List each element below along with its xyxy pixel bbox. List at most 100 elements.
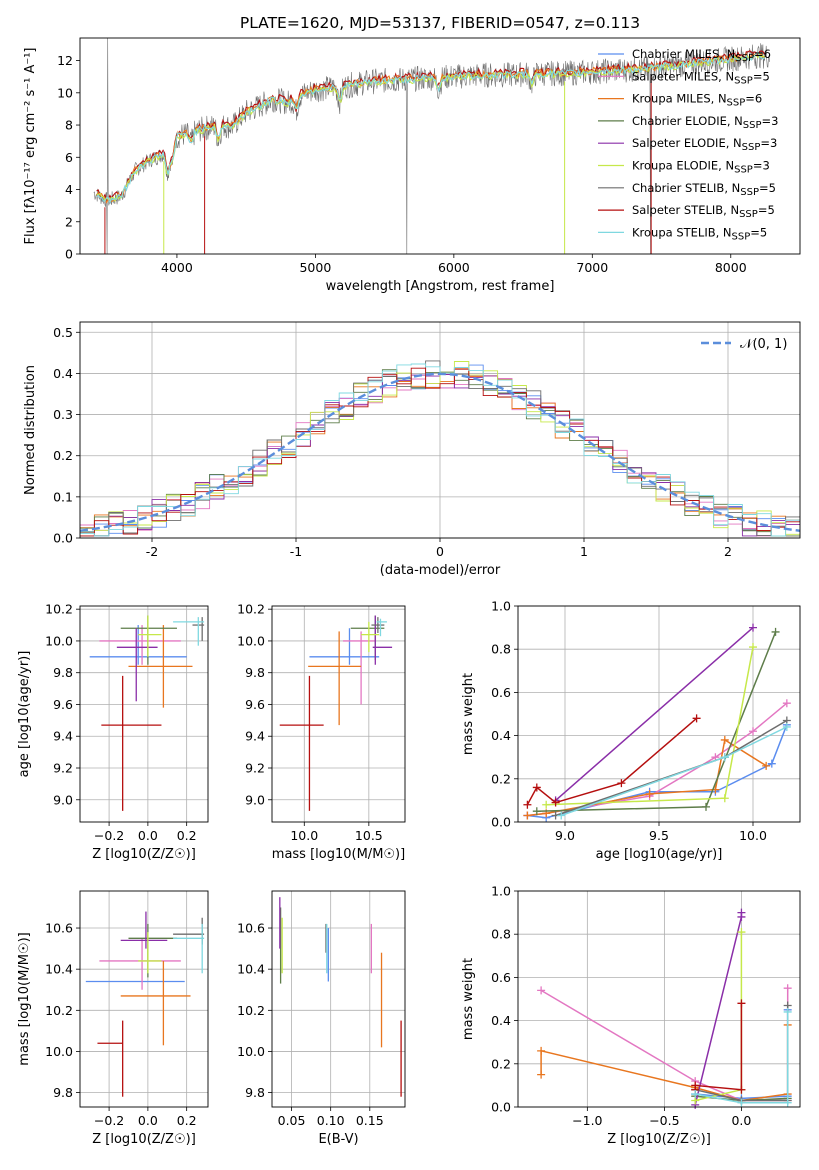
errorbar-chabrier_stelib: [371, 617, 385, 633]
weight-series-salpeter_elodie: [691, 908, 746, 1109]
x-tick-label: -1: [290, 544, 302, 559]
errorbar-kroupa_miles: [128, 625, 193, 708]
errorbar-salpeter_elodie: [120, 911, 168, 949]
legend-label: Kroupa ELODIE, NSSP=3: [632, 159, 770, 176]
mass_vs_Z-xlabel: Z [log10(Z/Z☉)]: [92, 1132, 196, 1147]
mass_vs_Z-frame: [79, 890, 209, 1108]
normal-curve: [79, 372, 801, 532]
y-tick-label: 9.8: [245, 665, 265, 680]
weight-series-kroupa_stelib: [691, 1007, 792, 1107]
weight-marker: [523, 811, 532, 820]
x-tick-label: 7000: [576, 260, 608, 275]
weight-series-salpeter_stelib: [691, 999, 746, 1094]
label-part: Kroupa STELIB, N: [632, 225, 732, 239]
mass_vs_ebv-frame: [271, 890, 406, 1108]
label-part: =5: [750, 225, 767, 239]
age_vs_Z-xlabel: Z [log10(Z/Z☉)]: [92, 847, 196, 862]
y-tick-label: 0.0: [491, 1100, 511, 1115]
spectrum-data-line: [93, 37, 770, 255]
errorbar-kroupa_stelib: [376, 618, 387, 637]
weight-marker: [749, 623, 757, 632]
x-tick-label: 10.0: [290, 828, 318, 843]
x-tick-label: 0.0: [138, 1113, 158, 1128]
y-tick-label: 10.6: [45, 921, 73, 936]
y-tick-label: 10.2: [237, 602, 265, 617]
y-tick-label: 10.4: [237, 962, 265, 977]
errorbar-salpeter_stelib: [101, 675, 162, 811]
spectrum-model-kroupa_stelib: [96, 51, 765, 205]
age_vs_Z-axes: −0.2 0.0 0.2 9.0 9.2 9.4 9.6 9.8 10.0 10.2: [45, 602, 208, 843]
residuals-xlabel: (data-model)/error: [380, 563, 501, 578]
weight-line: [555, 719, 788, 817]
x-tick-label: 0.2: [177, 1113, 197, 1128]
y-tick-label: 4: [65, 182, 73, 197]
mass_vs_ebv-xlabel: E(B-V): [318, 1132, 358, 1147]
y-tick-label: 9.0: [245, 792, 265, 807]
weight-marker: [767, 759, 776, 768]
x-tick-label: 0.2: [177, 828, 197, 843]
weight-marker: [782, 722, 791, 731]
label-part: Kroupa MILES, N: [632, 92, 727, 106]
y-tick-label: 0.4: [491, 1013, 511, 1028]
weight-marker: [737, 928, 746, 937]
errorbar-salpeter_miles: [99, 625, 181, 665]
weight-marker: [691, 1081, 700, 1090]
weight-marker: [762, 761, 771, 770]
y-tick-label: 0.0: [491, 815, 511, 830]
weight_vs_Z-frame: [517, 890, 801, 1108]
x-tick-label: 0.0: [138, 828, 158, 843]
x-tick-label: -2: [146, 544, 158, 559]
y-tick-label: 9.8: [53, 1085, 73, 1100]
label-part: Kroupa ELODIE, N: [632, 159, 734, 173]
weight-marker: [537, 1046, 546, 1055]
weight-series-chabrier_elodie: [532, 627, 780, 816]
errorbar-salpeter_elodie: [372, 615, 393, 665]
weight_vs_Z-axes: −1.0 −0.5 0.0 0.0 0.2 0.4 0.6 0.8 1.0: [491, 884, 800, 1128]
y-tick-label: 9.6: [245, 697, 265, 712]
label-part: =3: [762, 114, 779, 128]
label-part: Salpeter ELODIE, N: [632, 136, 742, 150]
y-tick-label: 0.8: [491, 642, 511, 657]
label-part: Chabrier MILES, N: [632, 47, 735, 61]
y-tick-label: 0.2: [491, 771, 511, 786]
y-tick-label: 2: [65, 214, 73, 229]
errorbar-chabrier_miles: [89, 625, 187, 665]
x-tick-label: 0.15: [356, 1113, 384, 1128]
y-tick-label: 0.8: [491, 927, 511, 942]
errorbar-kroupa_elodie: [138, 932, 162, 974]
weight-marker: [532, 807, 541, 816]
label-subscript: SSP: [727, 98, 746, 109]
label-subscript: SSP: [743, 120, 762, 131]
y-tick-label: 10.0: [45, 1044, 73, 1059]
weight_vs_age-ylabel: mass weight: [461, 673, 476, 755]
spectrum-xlabel: wavelength [Angstrom, rest frame]: [326, 279, 555, 294]
label-part: =3: [753, 159, 770, 173]
y-tick-label: 0.5: [53, 325, 73, 340]
x-tick-label: −0.5: [649, 1113, 679, 1128]
spectrum-legend: Chabrier MILES, N SSP =6 Salpeter MILES, NS…: [598, 47, 778, 242]
y-tick-label: 10.2: [237, 1003, 265, 1018]
label-subscript: SSP: [742, 142, 761, 153]
histogram-salpeter_stelib: [80, 367, 800, 537]
legend-label: Salpeter MILES, NSSP=5: [632, 69, 770, 86]
weight-series-kroupa_elodie: [542, 643, 757, 809]
label-subscript: SSP: [734, 165, 753, 176]
label-part: =6: [754, 47, 771, 61]
y-tick-label: 0.2: [53, 448, 73, 463]
weight-marker: [617, 779, 626, 788]
x-tick-label: 1: [580, 544, 588, 559]
weight-marker: [737, 1098, 746, 1107]
weight-marker: [749, 643, 757, 652]
spectrum-ylabel: Flux [fλ10⁻¹⁷ erg cm⁻² s⁻¹ A⁻¹]: [23, 48, 38, 245]
errorbar-kroupa_elodie: [361, 621, 380, 653]
x-tick-label: 10.0: [739, 828, 767, 843]
mass_vs_ebv-axes: 0.05 0.10 0.15 9.8 10.0 10.2 10.4 10.6: [237, 891, 405, 1128]
weight-series-kroupa_stelib: [557, 722, 791, 820]
y-tick-label: 10.2: [45, 602, 73, 617]
weight-series-kroupa_miles: [523, 735, 771, 820]
figure-title: PLATE=1620, MJD=53137, FIBERID=0547, z=0…: [240, 14, 640, 32]
errorbar-salpeter_elodie: [116, 628, 158, 702]
x-tick-label: −0.2: [94, 1113, 124, 1128]
weight-marker: [557, 811, 566, 820]
